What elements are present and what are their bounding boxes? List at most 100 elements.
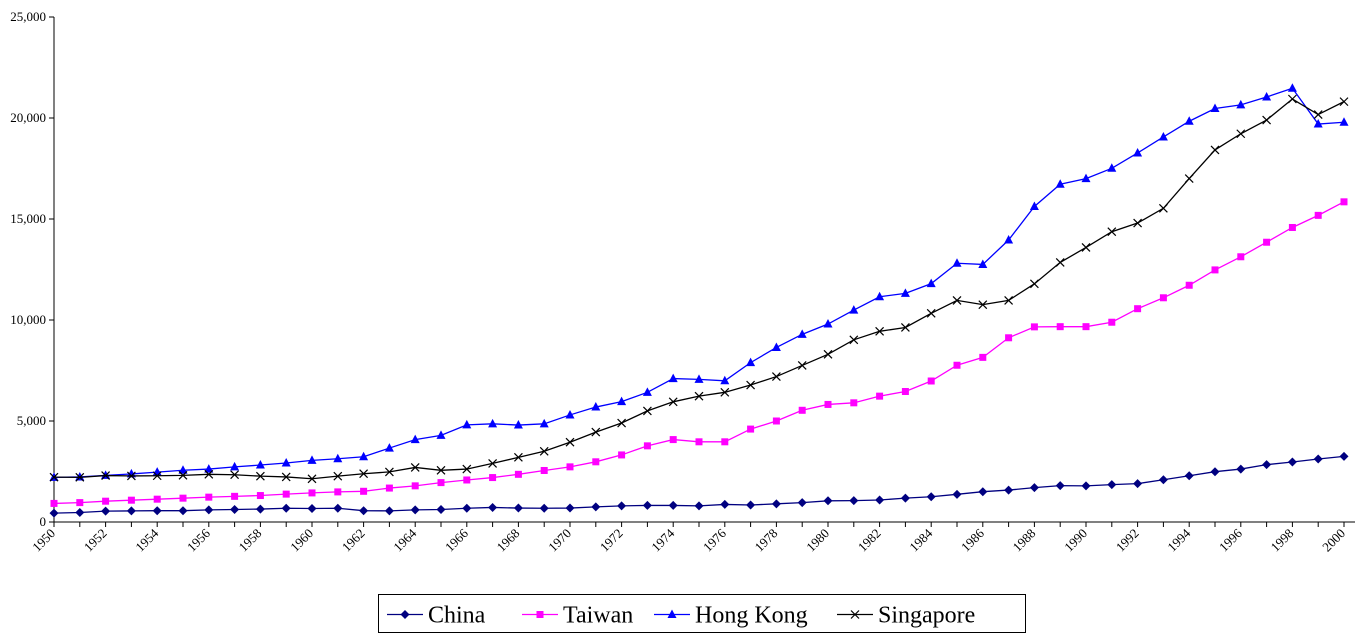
data-point-taiwan <box>799 407 806 414</box>
data-point-hong-kong <box>1185 116 1194 125</box>
x-tick-label: 1960 <box>287 526 316 555</box>
data-point-hong-kong <box>488 419 497 428</box>
data-point-singapore <box>592 428 600 436</box>
data-point-china <box>50 509 59 518</box>
x-tick-label: 1980 <box>803 526 832 555</box>
data-point-hong-kong <box>1107 163 1116 172</box>
data-point-taiwan <box>1341 198 1348 205</box>
data-point-singapore <box>1288 95 1296 103</box>
data-point-taiwan <box>334 488 341 495</box>
data-point-taiwan <box>721 438 728 445</box>
series-layer <box>50 83 1349 517</box>
data-point-taiwan <box>928 378 935 385</box>
x-tick-label: 1978 <box>752 526 781 555</box>
legend-label-taiwan: Taiwan <box>563 603 633 629</box>
data-point-taiwan <box>412 482 419 489</box>
data-point-hong-kong <box>927 279 936 288</box>
data-point-singapore <box>1211 146 1219 154</box>
data-point-china <box>772 499 781 508</box>
data-point-taiwan <box>1160 294 1167 301</box>
data-point-taiwan <box>747 426 754 433</box>
data-point-taiwan <box>257 492 264 499</box>
data-point-china <box>617 501 626 510</box>
data-point-china <box>1082 481 1091 490</box>
data-point-hong-kong <box>849 305 858 314</box>
data-point-taiwan <box>128 497 135 504</box>
legend-marker-taiwan <box>537 611 544 618</box>
data-point-china <box>179 506 188 515</box>
data-point-taiwan <box>1005 334 1012 341</box>
legend-items: China Taiwan Hong Kong Singapore <box>379 595 1027 634</box>
data-point-singapore <box>1030 280 1038 288</box>
data-point-taiwan <box>1057 323 1064 330</box>
x-tick-label: 1994 <box>1164 525 1193 554</box>
data-point-singapore <box>1159 204 1167 212</box>
data-point-china <box>875 495 884 504</box>
series-hong-kong <box>50 83 1349 481</box>
data-point-china <box>1107 480 1116 489</box>
data-point-china <box>1030 483 1039 492</box>
data-point-china <box>127 506 136 515</box>
data-point-taiwan <box>515 471 522 478</box>
data-point-china <box>720 500 729 509</box>
y-tick-label: 10,000 <box>10 312 46 327</box>
data-point-taiwan <box>1289 224 1296 231</box>
data-point-china <box>953 490 962 499</box>
data-point-taiwan <box>180 495 187 502</box>
data-point-china <box>643 501 652 510</box>
legend-marker-hong-kong <box>668 610 677 619</box>
data-point-singapore <box>1237 130 1245 138</box>
data-point-china <box>230 505 239 514</box>
data-point-taiwan <box>1237 253 1244 260</box>
x-tick-label: 1996 <box>1216 525 1245 554</box>
series-taiwan <box>51 198 1348 507</box>
data-point-taiwan <box>902 388 909 395</box>
data-point-china <box>1185 471 1194 480</box>
data-point-taiwan <box>618 451 625 458</box>
x-tick-label: 1952 <box>81 526 110 555</box>
data-point-taiwan <box>1263 239 1270 246</box>
y-tick-label: 5,000 <box>17 413 46 428</box>
data-point-taiwan <box>670 436 677 443</box>
legend-marker-china <box>401 610 410 619</box>
data-point-hong-kong <box>1030 201 1039 210</box>
data-point-taiwan <box>644 442 651 449</box>
data-point-taiwan <box>541 467 548 474</box>
data-point-taiwan <box>1186 282 1193 289</box>
data-point-hong-kong <box>824 319 833 328</box>
data-point-singapore <box>1185 175 1193 183</box>
y-axis: 0 5,000 10,000 15,000 20,000 25,000 <box>10 9 54 529</box>
data-point-china <box>798 498 807 507</box>
data-point-china <box>1340 452 1349 461</box>
data-point-taiwan <box>825 401 832 408</box>
data-point-china <box>746 501 755 510</box>
data-point-china <box>1133 479 1142 488</box>
data-point-singapore <box>798 361 806 369</box>
data-point-china <box>359 506 368 515</box>
legend-item-singapore: Singapore <box>837 603 975 629</box>
data-point-singapore <box>1056 258 1064 266</box>
data-point-china <box>1236 465 1245 474</box>
x-tick-label: 1972 <box>597 526 626 555</box>
data-point-taiwan <box>979 354 986 361</box>
data-point-taiwan <box>1134 305 1141 312</box>
data-point-china <box>1004 486 1013 495</box>
data-point-singapore <box>824 350 832 358</box>
data-point-taiwan <box>360 488 367 495</box>
data-point-taiwan <box>1083 323 1090 330</box>
data-point-hong-kong <box>1159 132 1168 141</box>
data-point-china <box>333 504 342 513</box>
x-tick-label: 1968 <box>494 526 523 555</box>
data-point-taiwan <box>154 496 161 503</box>
data-point-taiwan <box>1212 266 1219 273</box>
data-point-singapore <box>772 373 780 381</box>
data-point-china <box>824 496 833 505</box>
data-point-china <box>695 501 704 510</box>
legend: China Taiwan Hong Kong Singapore <box>378 594 1026 633</box>
data-point-taiwan <box>850 399 857 406</box>
data-point-china <box>75 508 84 517</box>
x-tick-label: 1966 <box>442 525 471 554</box>
data-point-china <box>385 506 394 515</box>
x-tick-label: 2000 <box>1319 526 1348 555</box>
data-point-singapore <box>643 407 651 415</box>
